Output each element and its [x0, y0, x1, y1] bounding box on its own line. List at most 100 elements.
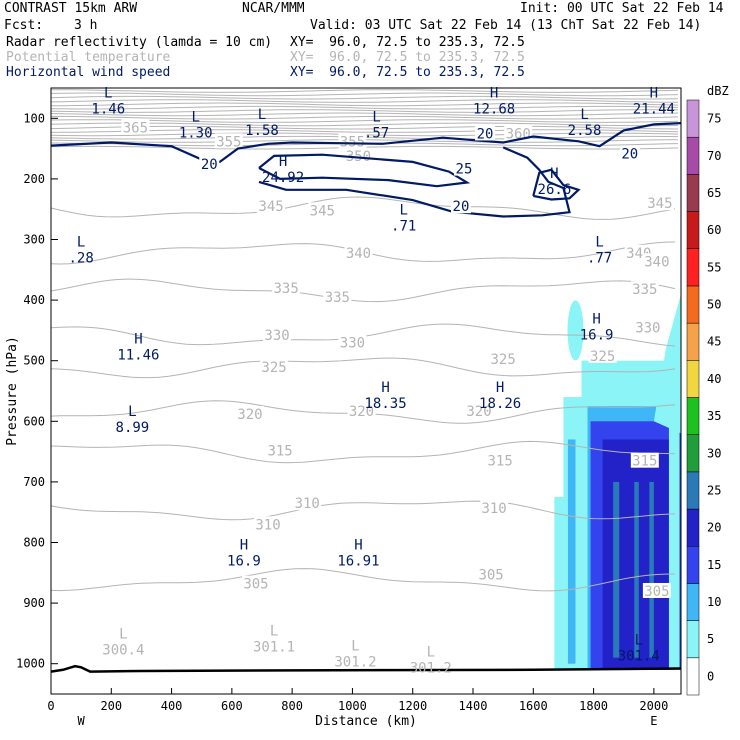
extremum-marker: L	[128, 404, 136, 420]
theta-contour-line	[51, 105, 679, 110]
wind-contour-label: 20	[621, 146, 638, 162]
y-tick-label: 800	[23, 536, 45, 550]
colorbar-swatch	[686, 620, 700, 659]
theta-label-bg	[630, 281, 659, 297]
extremum-value: 16.91	[337, 553, 379, 569]
theta-contour-label: 310	[255, 517, 280, 533]
extremum-marker: H	[496, 380, 504, 396]
wind-contours: 20 20 20 25 20	[51, 122, 681, 218]
theta-label-bg	[241, 575, 270, 591]
extremum-value: 16.9	[227, 553, 261, 569]
theta-label-bg	[214, 133, 243, 149]
extremum-value: 11.46	[117, 347, 159, 363]
theta-label-bg	[257, 198, 286, 214]
theta-contour-label: 330	[340, 336, 365, 352]
theta-contour-line	[51, 115, 679, 120]
wind-contour-line	[258, 146, 571, 218]
extremum-marker: H	[381, 380, 389, 396]
theta-contour-label: 310	[295, 496, 320, 512]
extremum-value: 1.46	[91, 101, 125, 117]
colorbar-label: 5	[707, 632, 714, 646]
theta-label-bg	[272, 279, 301, 295]
colorbar-swatch	[686, 322, 700, 361]
x-tick-label: 400	[161, 699, 183, 713]
extremum-marker: H	[279, 154, 287, 170]
wind-contour-line	[532, 168, 581, 201]
reflectivity-cell	[554, 497, 564, 670]
y-tick-label: 100	[23, 111, 45, 125]
colorbar: dBZ 0 5 10 15 20 25 30 35 40 45 50 55 60 65 70 75	[686, 84, 729, 696]
extremum-marker: L	[372, 110, 380, 126]
wind-contour-label: 25	[456, 162, 473, 178]
colorbar-label: 75	[707, 112, 721, 126]
field-reflectivity-xy: XY= 96.0, 72.5 to 235.3, 72.5	[290, 35, 525, 50]
colorbar-label: 0	[707, 669, 714, 683]
colorbar-label: 50	[707, 298, 721, 312]
x-tick-label: 1000	[338, 699, 367, 713]
y-tick-label: 1000	[16, 657, 45, 671]
colorbar-swatch	[686, 285, 700, 324]
theta-contour-label: 310	[481, 501, 506, 517]
theta-contour-line	[51, 99, 679, 103]
wind-contour-label: 20	[201, 157, 218, 173]
x-tick-label: 1400	[459, 699, 488, 713]
extremum-marker: L	[191, 110, 199, 126]
x-tick-label: 800	[281, 699, 303, 713]
center-label: NCAR/MMM	[242, 1, 305, 16]
extremum-value: 24.92	[262, 170, 304, 186]
field-wind-name: Horizontal wind speed	[6, 65, 171, 80]
x-tick-label: 600	[221, 699, 243, 713]
theta-contour-line	[51, 357, 676, 379]
colorbar-swatch	[686, 546, 700, 584]
extremum-value: 301.2	[410, 661, 452, 677]
x-tick-label: 200	[100, 699, 122, 713]
extremum-marker: H	[592, 311, 600, 327]
theta-contour-label: 330	[635, 320, 660, 336]
colorbar-swatch	[686, 657, 700, 696]
x-left-end-label: W	[78, 714, 86, 728]
extremum-value: 16.9	[580, 327, 614, 343]
extremum-marker: L	[104, 85, 112, 101]
theta-label-bg	[477, 566, 506, 582]
theta-label-bg	[630, 452, 659, 468]
theta-label-bg	[293, 495, 322, 511]
theta-contour-label: 330	[264, 328, 289, 344]
colorbar-swatch	[686, 583, 700, 621]
valid-time: Valid: 03 UTC Sat 22 Feb 14 (13 ChT Sat …	[310, 18, 702, 33]
reflectivity-cell	[634, 481, 639, 658]
y-tick-label: 600	[23, 414, 45, 428]
x-tick-label: 1200	[398, 699, 427, 713]
extremum-marker: H	[354, 537, 362, 553]
forecast-label: Fcst:	[4, 18, 44, 33]
x-tick-label: 2000	[639, 699, 668, 713]
theta-contour-label: 315	[487, 454, 512, 470]
reflectivity-cell	[653, 294, 681, 434]
theta-contour-label: 325	[261, 360, 286, 376]
terrain-surface	[50, 664, 682, 673]
x-axis-title: Distance (km)	[315, 714, 417, 729]
theta-contour-line	[51, 440, 676, 464]
extremum-marker: H	[240, 537, 248, 553]
theta-contour-line	[51, 95, 679, 100]
theta-label-bg	[642, 582, 671, 598]
extremum-value: 1.58	[245, 123, 279, 139]
extremum-value: .57	[364, 126, 389, 142]
extremum-value: .28	[68, 250, 93, 266]
reflectivity-cell	[613, 481, 620, 658]
x-tick-label: 1600	[519, 699, 548, 713]
theta-label-bg	[263, 327, 292, 343]
theta-contour-label: 335	[632, 282, 657, 298]
extremum-marker: L	[270, 623, 278, 639]
reflectivity-shading	[554, 294, 681, 670]
theta-contour-label: 320	[466, 404, 491, 420]
theta-label-bg	[338, 133, 367, 149]
theta-label-bg	[486, 452, 515, 468]
theta-contour-label: 345	[647, 196, 672, 212]
theta-contour-line	[51, 125, 679, 130]
extremum-value: .77	[587, 250, 612, 266]
reflectivity-cell	[567, 300, 584, 361]
extremum-value: 1.30	[179, 126, 213, 142]
extremum-value: 26.6	[538, 182, 572, 198]
reflectivity-cell	[668, 397, 680, 670]
